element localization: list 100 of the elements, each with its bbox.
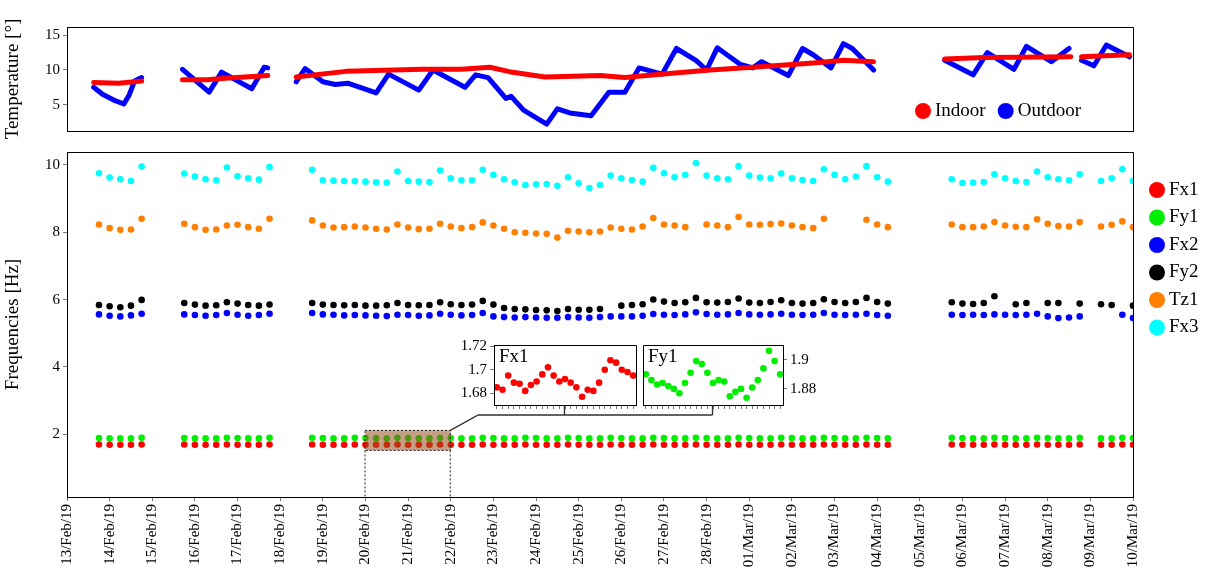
point: [648, 376, 655, 384]
point: [618, 366, 626, 374]
point: [692, 357, 700, 365]
point: [776, 370, 783, 378]
y-tick-label: 1.72: [460, 337, 487, 354]
point: [573, 384, 580, 391]
y-tick-label: 4: [52, 357, 61, 374]
x-tick-label: 25/Feb/19: [569, 504, 586, 565]
x-tick-label: 05/Mar/19: [910, 504, 927, 568]
x-tick-label: 23/Feb/19: [484, 504, 501, 565]
x-tick-label: 09/Mar/19: [1081, 504, 1098, 568]
point: [538, 371, 546, 378]
point: [643, 370, 650, 378]
point: [595, 379, 603, 386]
point: [550, 372, 557, 379]
legend-label: Outdoor: [1017, 98, 1082, 120]
x-tick-label: 08/Mar/19: [1038, 504, 1055, 568]
x-tick-label: 24/Feb/19: [526, 504, 543, 565]
y-tick-label: 2: [52, 425, 60, 442]
point: [737, 385, 745, 393]
point: [629, 372, 636, 379]
point: [681, 379, 689, 387]
x-tick-label: 15/Feb/19: [143, 504, 160, 565]
y-tick-label: 10: [45, 155, 60, 172]
x-tick-label: 06/Mar/19: [953, 504, 970, 568]
point: [704, 369, 711, 377]
x-tick-label: 16/Feb/19: [185, 504, 202, 565]
x-tick-label: 19/Feb/19: [313, 504, 330, 565]
point: [612, 359, 620, 366]
point: [578, 393, 586, 401]
point: [533, 378, 540, 385]
point: [670, 385, 678, 393]
point: [664, 382, 672, 390]
point: [709, 379, 717, 387]
x-tick-label: 21/Feb/19: [399, 504, 416, 565]
x-tick-label: 01/Mar/19: [740, 504, 757, 568]
point: [715, 376, 722, 384]
point: [499, 386, 506, 394]
y-tick-label: 8: [52, 223, 60, 240]
y-tick-label: 5: [52, 95, 60, 112]
point: [544, 364, 552, 371]
point: [494, 384, 501, 391]
point: [765, 347, 773, 355]
y-tick-label: 1.68: [460, 384, 487, 401]
point: [624, 368, 631, 376]
x-tick-label: 26/Feb/19: [612, 504, 629, 565]
legend-label: Tz1: [1169, 287, 1199, 309]
point: [726, 392, 734, 400]
y-tick-label: 1.7: [468, 360, 488, 377]
point: [510, 379, 518, 386]
point: [732, 388, 739, 396]
y-tick-label: 15: [45, 26, 60, 43]
y2-tick-label: 1.88: [790, 379, 817, 396]
y-axis-title: Temperature [°]: [1, 18, 23, 140]
point: [653, 381, 661, 388]
chart-title: Fy1: [648, 345, 678, 367]
point: [521, 387, 529, 395]
point: [748, 384, 756, 391]
point: [720, 378, 728, 385]
point: [527, 381, 535, 389]
x-tick-label: 02/Mar/19: [782, 504, 799, 568]
point: [584, 386, 592, 394]
point: [687, 369, 694, 377]
point: [556, 378, 563, 385]
point: [567, 379, 574, 386]
x-tick-label: 14/Feb/19: [100, 504, 117, 565]
legend-label: Fx3: [1169, 315, 1199, 337]
x-tick-label: 20/Feb/19: [356, 504, 373, 565]
point: [601, 366, 609, 374]
x-tick-label: 18/Feb/19: [271, 504, 288, 565]
legend-label: Fx1: [1169, 177, 1199, 199]
legend-label: Fx2: [1169, 232, 1199, 254]
point: [607, 356, 614, 364]
x-tick-label: 28/Feb/19: [697, 504, 714, 565]
point: [754, 376, 762, 384]
point: [659, 379, 666, 387]
x-tick-label: 10/Mar/19: [1123, 504, 1140, 568]
point: [561, 375, 569, 383]
x-tick-label: 22/Feb/19: [441, 504, 458, 565]
point: [590, 387, 597, 395]
point: [698, 360, 706, 368]
legend-label: Fy1: [1169, 205, 1199, 227]
point: [760, 365, 767, 372]
x-tick-label: 07/Mar/19: [996, 504, 1013, 568]
chart-title: Fx1: [499, 345, 529, 367]
y-tick-label: 10: [45, 60, 60, 77]
legend-label: Indoor: [935, 98, 987, 120]
legend-label: Fy2: [1169, 260, 1199, 282]
y2-tick-label: 1.9: [790, 350, 809, 367]
y-axis-title: Frequencies [Hz]: [1, 258, 23, 391]
point: [743, 394, 750, 401]
x-tick-label: 17/Feb/19: [228, 504, 245, 565]
point: [516, 380, 523, 388]
x-tick-label: 27/Feb/19: [654, 504, 671, 565]
point: [504, 372, 512, 379]
x-tick-label: 04/Mar/19: [868, 504, 885, 568]
y-tick-label: 6: [52, 290, 61, 307]
point: [771, 357, 778, 365]
x-tick-label: 13/Feb/19: [57, 504, 74, 565]
x-tick-label: 03/Mar/19: [825, 504, 842, 568]
